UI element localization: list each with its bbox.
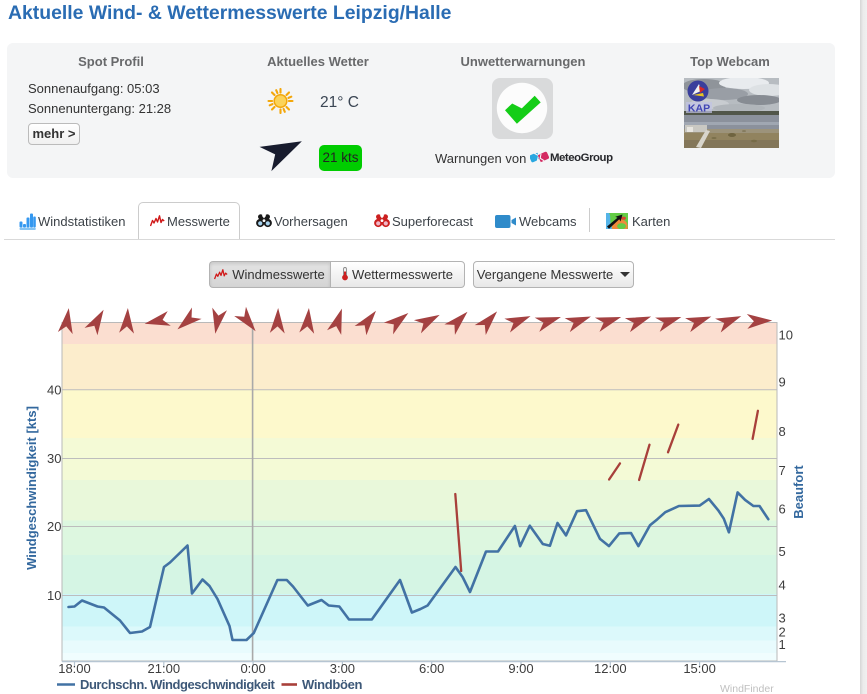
svg-text:2: 2 (779, 625, 786, 640)
svg-text:6:00: 6:00 (419, 661, 444, 676)
svg-text:KAP: KAP (688, 103, 710, 115)
svg-text:30: 30 (47, 451, 61, 466)
svg-text:40: 40 (47, 382, 61, 397)
svg-text:Windböen: Windböen (302, 677, 363, 692)
svg-text:WindFinder: WindFinder (720, 683, 774, 694)
svg-text:10: 10 (47, 588, 61, 603)
svg-text:12:00: 12:00 (594, 661, 627, 676)
svg-text:3:00: 3:00 (330, 661, 355, 676)
svg-text:9: 9 (779, 375, 786, 390)
svg-text:20: 20 (47, 519, 61, 534)
svg-text:4: 4 (779, 578, 786, 593)
svg-text:15:00: 15:00 (683, 661, 716, 676)
svg-text:Durchschn. Windgeschwindigkeit: Durchschn. Windgeschwindigkeit (80, 677, 276, 692)
svg-text:18:00: 18:00 (58, 661, 91, 676)
svg-text:6: 6 (779, 502, 786, 517)
svg-text:5: 5 (779, 544, 786, 559)
svg-text:7: 7 (779, 463, 786, 478)
svg-text:10: 10 (779, 328, 793, 343)
svg-text:1: 1 (779, 637, 786, 652)
svg-text:8: 8 (779, 424, 786, 439)
svg-text:21:00: 21:00 (148, 661, 181, 676)
svg-text:9:00: 9:00 (508, 661, 533, 676)
svg-text:Beaufort: Beaufort (791, 465, 806, 519)
svg-text:Windgeschwindigkeit [kts]: Windgeschwindigkeit [kts] (24, 406, 39, 570)
svg-text:0:00: 0:00 (240, 661, 265, 676)
svg-text:3: 3 (779, 611, 786, 626)
